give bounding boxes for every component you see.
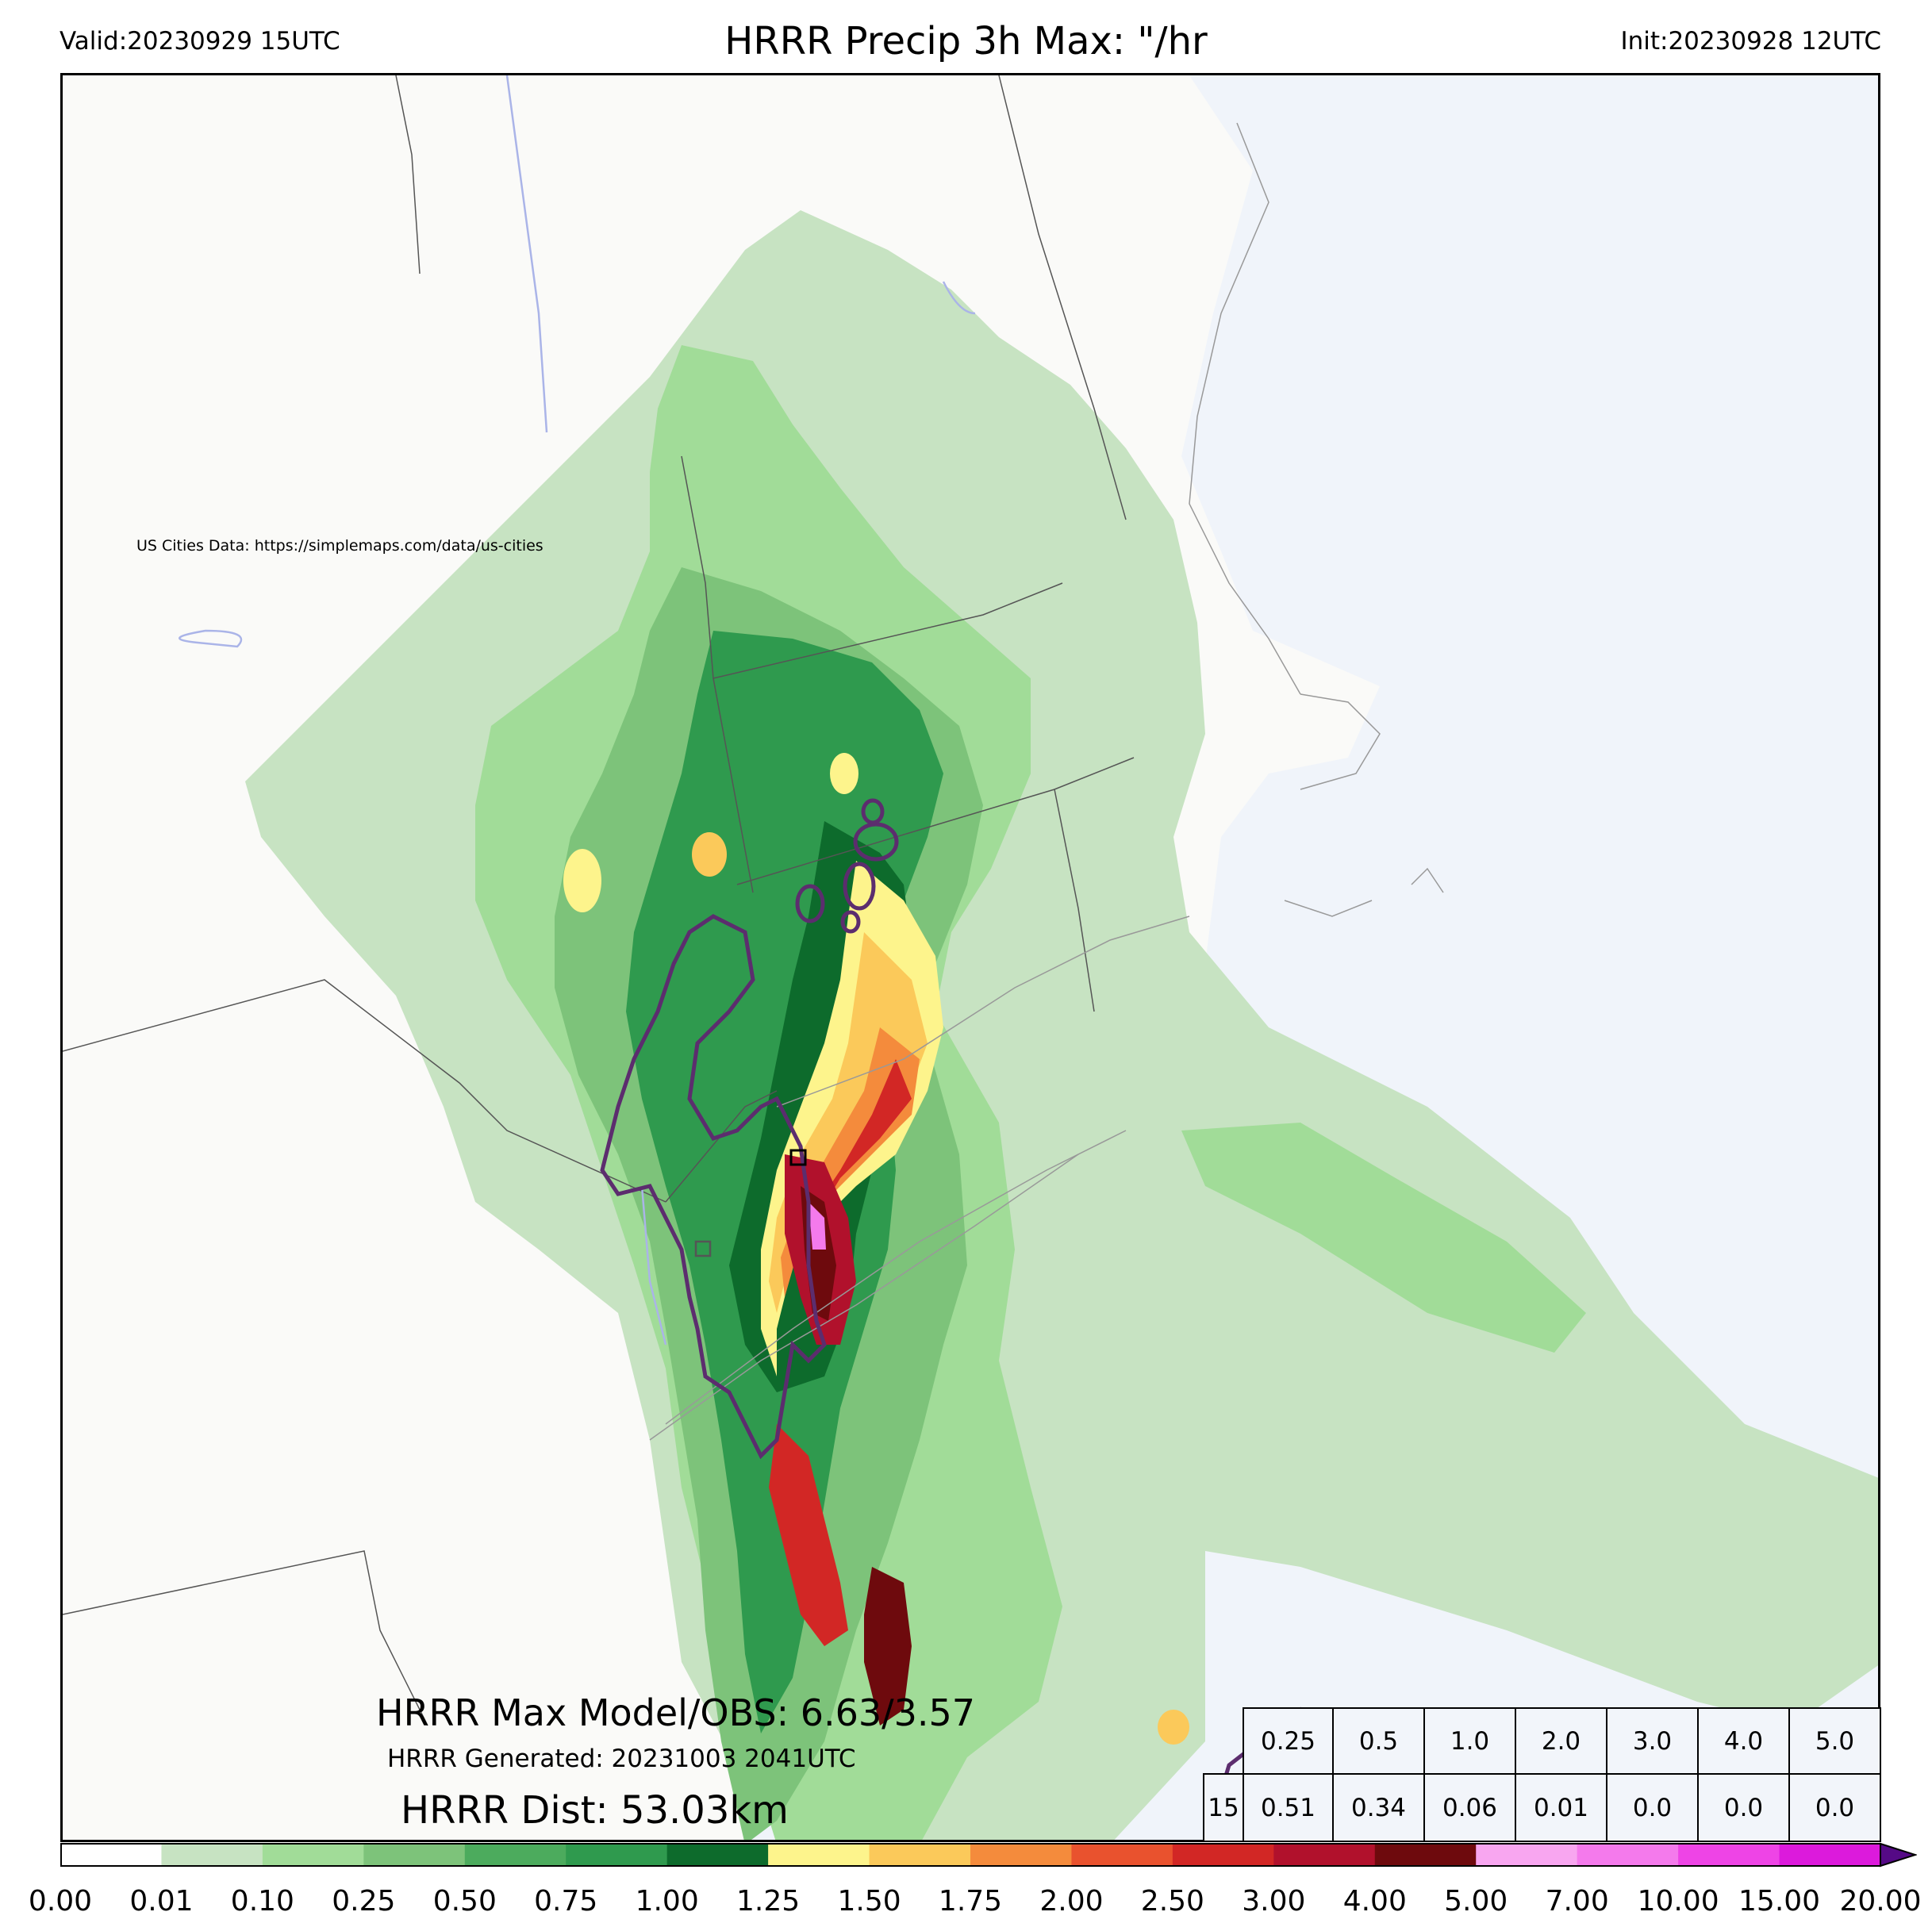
init-time-label: Init:20230928 12UTC	[1620, 27, 1881, 56]
precip-south-core	[864, 1567, 912, 1726]
generated-time-label: HRRR Generated: 20231003 2041UTC	[387, 1745, 856, 1773]
threshold-header: 4.0	[1697, 1707, 1790, 1775]
valid-time-label: Valid:20230929 15UTC	[60, 27, 340, 56]
precip-cell-mid	[692, 832, 727, 877]
colorbar-tick-label: 0.50	[432, 1885, 497, 1918]
colorbar-tick-label: 2.00	[1039, 1885, 1104, 1918]
obs-contour-north-3	[795, 884, 825, 923]
max-model-marker	[789, 1149, 807, 1166]
threshold-header: 0.25	[1243, 1707, 1334, 1775]
threshold-value: 0.0	[1788, 1773, 1881, 1842]
obs-contour-main	[600, 914, 827, 1460]
colorbar-segment	[1273, 1844, 1376, 1866]
colorbar-segment	[566, 1844, 668, 1866]
max-model-obs-label: HRRR Max Model/OBS: 6.63/3.57	[376, 1691, 976, 1734]
precip-cell-west	[563, 849, 601, 912]
rivers	[179, 75, 976, 1346]
colorbar-segment	[1071, 1844, 1173, 1866]
colorbar-segment	[363, 1844, 466, 1866]
max-obs-marker	[694, 1240, 712, 1257]
colorbar-tick-label: 3.00	[1242, 1885, 1306, 1918]
colorbar-segment	[161, 1844, 263, 1866]
colorbar-segment	[1172, 1844, 1274, 1866]
obs-contour-north-2	[843, 862, 876, 911]
colorbar-segment	[1577, 1844, 1679, 1866]
precip-cell-se	[1158, 1710, 1189, 1745]
colorbar-segment	[1678, 1844, 1780, 1866]
colorbar-tick-label: 20.00	[1839, 1885, 1922, 1918]
precip-colorbar	[60, 1842, 1917, 1868]
threshold-row-label: 15	[1203, 1773, 1244, 1842]
colorbar-tick-label: 5.00	[1444, 1885, 1508, 1918]
colorbar-tick-label: 0.25	[332, 1885, 396, 1918]
colorbar-tick-label: 1.50	[837, 1885, 901, 1918]
threshold-value: 0.06	[1423, 1773, 1516, 1842]
threshold-value: 0.01	[1515, 1773, 1607, 1842]
colorbar-tick-label: 1.75	[938, 1885, 1003, 1918]
colorbar-segment	[970, 1844, 1072, 1866]
colorbar-segment	[1779, 1844, 1881, 1866]
colorbar-outline	[60, 1843, 1881, 1867]
colorbar-segment	[60, 1844, 162, 1866]
precip-cell-north	[830, 753, 858, 794]
state-boundaries	[63, 75, 1135, 1726]
obs-contour-north-5	[861, 798, 885, 825]
colorbar-tick-label: 0.10	[230, 1885, 294, 1918]
colorbar-tick-label: 7.00	[1545, 1885, 1609, 1918]
colorbar-tick-label: 4.00	[1342, 1885, 1407, 1918]
threshold-value: 0.51	[1243, 1773, 1334, 1842]
cities-data-credit: US Cities Data: https://simplemaps.com/d…	[136, 537, 543, 555]
precip-250	[801, 1059, 912, 1265]
colorbar-segment	[666, 1844, 769, 1866]
threshold-header: 1.0	[1423, 1707, 1516, 1775]
colorbar-segment	[768, 1844, 870, 1866]
obs-contour-north-1	[853, 822, 899, 862]
colorbar-tick-label: 10.00	[1637, 1885, 1719, 1918]
threshold-table: 0.25 0.5 1.0 2.0 3.0 4.0 5.0 15 0.51 0.3…	[1203, 1707, 1881, 1842]
colorbar-tick-label: 15.00	[1738, 1885, 1821, 1918]
page-title: HRRR Precip 3h Max: "/hr	[724, 19, 1208, 63]
colorbar-tick-label: 2.50	[1140, 1885, 1204, 1918]
distance-label: HRRR Dist: 53.03km	[401, 1788, 789, 1833]
precip-010-east	[1181, 1123, 1586, 1353]
colorbar-tick-label: 0.75	[534, 1885, 598, 1918]
precip-500	[809, 1202, 826, 1250]
colorbar-extend-arrow	[1880, 1842, 1917, 1868]
obs-contour-north-4	[840, 910, 861, 934]
colorbar-tick-label: 0.00	[28, 1885, 93, 1918]
threshold-header: 2.0	[1515, 1707, 1607, 1775]
colorbar-segment	[1476, 1844, 1578, 1866]
threshold-value: 0.0	[1697, 1773, 1790, 1842]
colorbar-tick-label: 1.25	[736, 1885, 801, 1918]
colorbar-segment	[1374, 1844, 1477, 1866]
threshold-header: 5.0	[1788, 1707, 1881, 1775]
colorbar-segment	[869, 1844, 971, 1866]
colorbar-segment	[464, 1844, 567, 1866]
colorbar-tick-label: 1.00	[635, 1885, 699, 1918]
colorbar-segment	[262, 1844, 364, 1866]
threshold-value: 0.34	[1332, 1773, 1425, 1842]
threshold-header: 0.5	[1332, 1707, 1425, 1775]
precip-south-band	[769, 1424, 848, 1646]
precip-map: US Cities Data: https://simplemaps.com/d…	[60, 73, 1880, 1842]
colorbar-tick-label: 0.01	[129, 1885, 194, 1918]
precip-shading	[245, 210, 1878, 1840]
threshold-value: 0.0	[1606, 1773, 1699, 1842]
map-canvas	[63, 75, 1878, 1840]
threshold-header: 3.0	[1606, 1707, 1699, 1775]
